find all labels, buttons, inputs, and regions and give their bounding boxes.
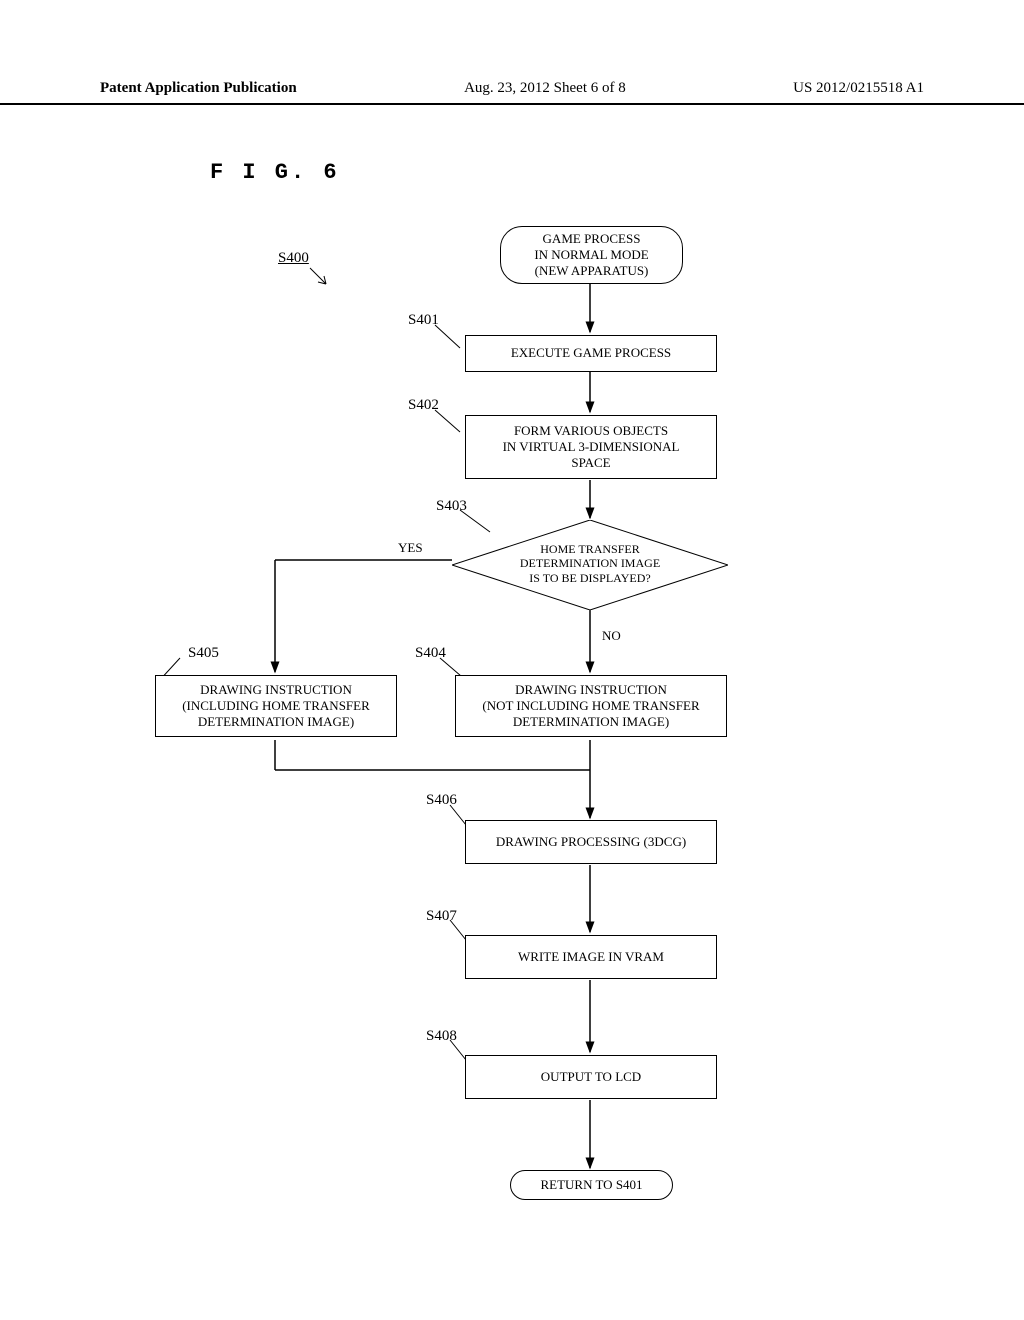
flowchart: S400 GAME PROCESS IN NORMAL MODE (NEW AP… xyxy=(140,220,900,1240)
process-reference-label: S400 xyxy=(278,250,309,266)
step-s402: FORM VARIOUS OBJECTS IN VIRTUAL 3-DIMENS… xyxy=(465,415,717,479)
terminator-start-line3: (NEW APPARATUS) xyxy=(509,263,674,279)
header-left: Patent Application Publication xyxy=(100,80,297,97)
step-s405: DRAWING INSTRUCTION (INCLUDING HOME TRAN… xyxy=(155,675,397,737)
step-s408-text: OUTPUT TO LCD xyxy=(466,1069,716,1085)
step-label-s401: S401 xyxy=(408,312,439,329)
step-label-s403: S403 xyxy=(436,498,467,515)
step-s406-text: DRAWING PROCESSING (3DCG) xyxy=(466,834,716,850)
decision-s403-line3: IS TO BE DISPLAYED? xyxy=(529,571,650,585)
step-s405-line1: DRAWING INSTRUCTION xyxy=(156,682,396,698)
step-s404: DRAWING INSTRUCTION (NOT INCLUDING HOME … xyxy=(455,675,727,737)
step-s405-line3: DETERMINATION IMAGE) xyxy=(156,714,396,730)
decision-s403-line2: DETERMINATION IMAGE xyxy=(520,556,660,570)
step-label-s408: S408 xyxy=(426,1028,457,1045)
page-header: Patent Application Publication Aug. 23, … xyxy=(0,80,1024,105)
step-s407: WRITE IMAGE IN VRAM xyxy=(465,935,717,979)
step-label-s407: S407 xyxy=(426,908,457,925)
step-s407-text: WRITE IMAGE IN VRAM xyxy=(466,949,716,965)
step-s406: DRAWING PROCESSING (3DCG) xyxy=(465,820,717,864)
step-s404-line2: (NOT INCLUDING HOME TRANSFER xyxy=(456,698,726,714)
step-label-s402: S402 xyxy=(408,397,439,414)
terminator-return-text: RETURN TO S401 xyxy=(519,1177,664,1193)
step-s402-line2: IN VIRTUAL 3-DIMENSIONAL xyxy=(466,439,716,455)
step-s405-line2: (INCLUDING HOME TRANSFER xyxy=(156,698,396,714)
step-label-s405: S405 xyxy=(188,645,219,662)
step-s402-line3: SPACE xyxy=(466,455,716,471)
terminator-start-line2: IN NORMAL MODE xyxy=(509,247,674,263)
terminator-start-line1: GAME PROCESS xyxy=(509,231,674,247)
decision-s403-line1: HOME TRANSFER xyxy=(540,542,639,556)
process-reference: S400 xyxy=(278,250,309,267)
step-s408: OUTPUT TO LCD xyxy=(465,1055,717,1099)
branch-yes-label: YES xyxy=(398,540,423,556)
step-s401-text: EXECUTE GAME PROCESS xyxy=(466,345,716,361)
terminator-start: GAME PROCESS IN NORMAL MODE (NEW APPARAT… xyxy=(500,226,683,284)
terminator-return: RETURN TO S401 xyxy=(510,1170,673,1200)
header-right: US 2012/0215518 A1 xyxy=(793,80,924,97)
step-s401: EXECUTE GAME PROCESS xyxy=(465,335,717,372)
step-label-s404: S404 xyxy=(415,645,446,662)
decision-s403: HOME TRANSFER DETERMINATION IMAGE IS TO … xyxy=(452,520,728,610)
header-mid: Aug. 23, 2012 Sheet 6 of 8 xyxy=(464,80,626,97)
step-s404-line3: DETERMINATION IMAGE) xyxy=(456,714,726,730)
step-s402-line1: FORM VARIOUS OBJECTS xyxy=(466,423,716,439)
step-s404-line1: DRAWING INSTRUCTION xyxy=(456,682,726,698)
decision-s403-text: HOME TRANSFER DETERMINATION IMAGE IS TO … xyxy=(452,542,728,585)
branch-no-label: NO xyxy=(602,628,621,644)
figure-label: F I G. 6 xyxy=(210,160,340,185)
step-label-s406: S406 xyxy=(426,792,457,809)
